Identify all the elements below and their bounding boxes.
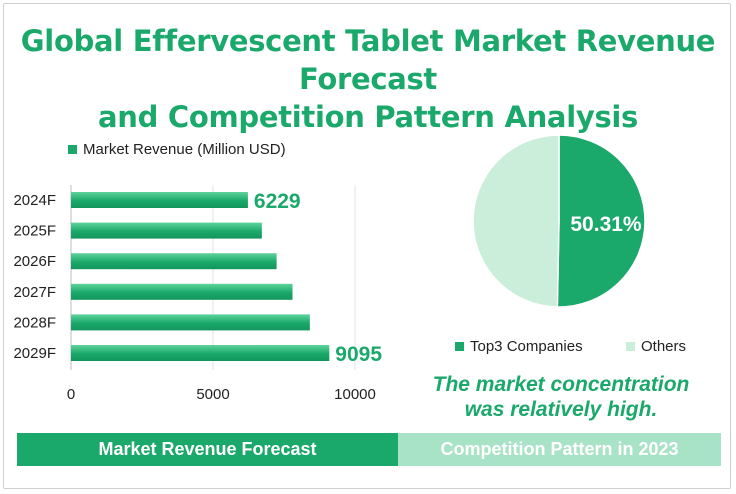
legend-label-others: Others bbox=[641, 338, 687, 355]
legend-swatch-revenue bbox=[68, 145, 77, 154]
footer-competition-pattern: Competition Pattern in 2023 bbox=[398, 433, 721, 466]
pie-chart: 50.31% bbox=[472, 134, 646, 308]
bar-chart: 2024F 6229 2025F 2026F 2027F 2028F 2029F 9095 0 5… bbox=[13, 185, 382, 403]
footer-left-label: Market Revenue Forecast bbox=[98, 439, 317, 459]
title-line-2: and Competition Pattern Analysis bbox=[97, 100, 639, 134]
legend-swatch-top3 bbox=[455, 342, 464, 351]
page-title: Global Effervescent Tablet Market Revenu… bbox=[0, 22, 736, 136]
bar-2026F bbox=[71, 253, 277, 270]
legend-label-top3: Top3 Companies bbox=[470, 338, 583, 355]
bar-2027F bbox=[71, 283, 293, 300]
y-tick-label: 2025F bbox=[13, 223, 56, 240]
legend-swatch-others bbox=[626, 342, 635, 351]
pie-legend-top3: Top3 Companies bbox=[455, 338, 583, 355]
data-label-2024F: 6229 bbox=[254, 190, 301, 213]
outer-frame bbox=[3, 3, 731, 489]
pie-data-label: 50.31% bbox=[570, 213, 642, 236]
pie-legend-others: Others bbox=[626, 338, 686, 355]
bar-2024F bbox=[71, 192, 248, 208]
footer-right-label: Competition Pattern in 2023 bbox=[440, 439, 679, 459]
y-tick-label: 2027F bbox=[13, 284, 56, 301]
footer-market-revenue-forecast: Market Revenue Forecast bbox=[17, 433, 398, 466]
pie-slice-others bbox=[472, 134, 560, 308]
y-tick-label: 2028F bbox=[13, 314, 56, 331]
legend-label-revenue: Market Revenue (Million USD) bbox=[83, 141, 286, 158]
conclusion-line-1: The market concentration bbox=[432, 373, 690, 396]
x-tick-label: 10000 bbox=[334, 386, 376, 403]
bar-2025F bbox=[71, 222, 262, 239]
pie-slice-top3 bbox=[556, 134, 646, 308]
conclusion-text: The market concentration was relatively … bbox=[400, 372, 722, 422]
bar-2028F bbox=[71, 314, 310, 331]
title-line-1: Global Effervescent Tablet Market Revenu… bbox=[20, 24, 716, 96]
bar-2029F bbox=[71, 345, 330, 361]
x-tick-label: 0 bbox=[67, 386, 75, 403]
y-tick-label: 2024F bbox=[13, 192, 56, 209]
bar-chart-legend: Market Revenue (Million USD) bbox=[68, 141, 286, 158]
data-label-2029F: 9095 bbox=[335, 343, 382, 366]
y-tick-label: 2026F bbox=[13, 253, 56, 270]
conclusion-line-2: was relatively high. bbox=[464, 398, 658, 421]
y-tick-label: 2029F bbox=[13, 345, 56, 362]
x-tick-label: 5000 bbox=[196, 386, 229, 403]
